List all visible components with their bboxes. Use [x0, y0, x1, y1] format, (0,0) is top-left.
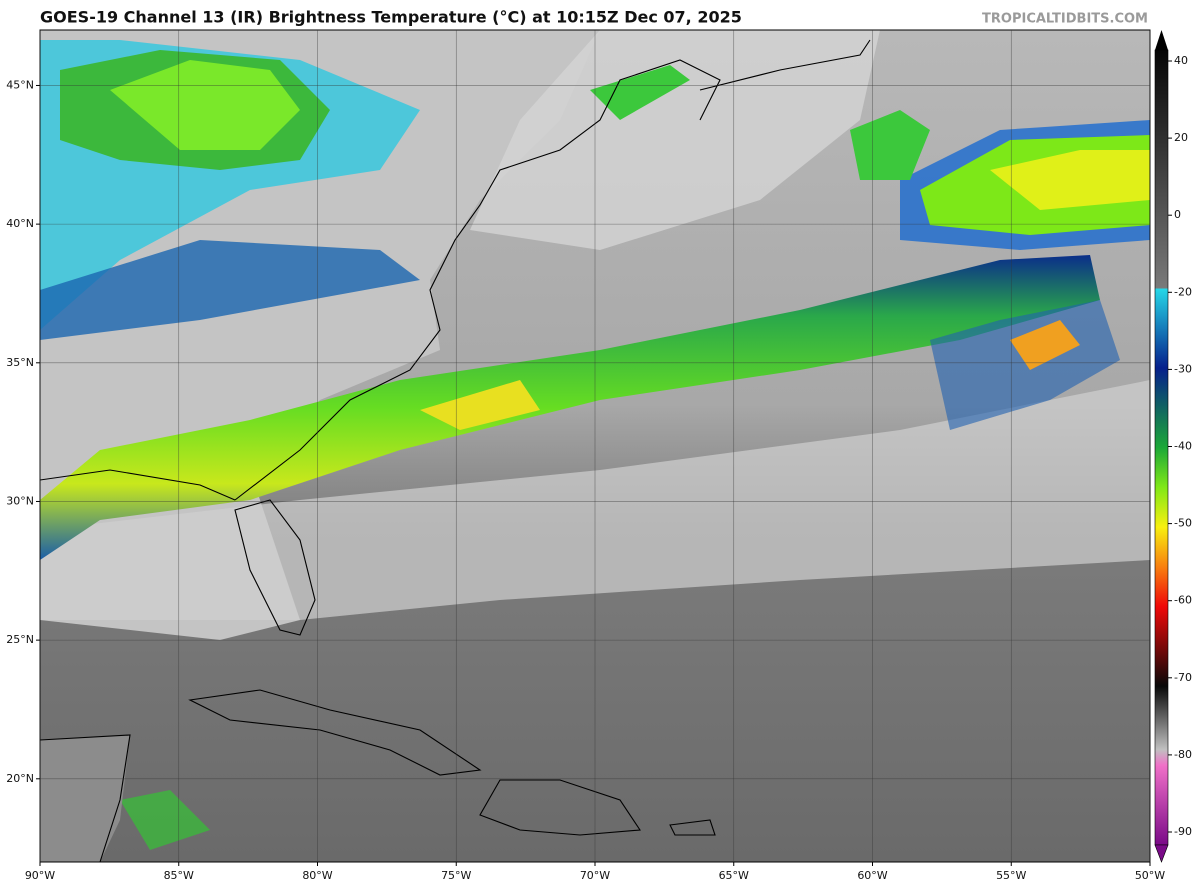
- colorbar-tick-label: -70: [1174, 671, 1192, 684]
- colorbar-tick-label: 40: [1174, 54, 1188, 67]
- colorbar-tick-label: 20: [1174, 131, 1188, 144]
- lon-tick-label: 65°W: [719, 869, 749, 882]
- lat-tick-label: 20°N: [6, 772, 34, 785]
- lon-tick-label: 85°W: [164, 869, 194, 882]
- colorbar-tick-label: 0: [1174, 208, 1181, 221]
- lon-tick-label: 55°W: [996, 869, 1026, 882]
- colorbar-tick-label: -90: [1174, 825, 1192, 838]
- lat-tick-label: 25°N: [6, 633, 34, 646]
- title: GOES-19 Channel 13 (IR) Brightness Tempe…: [40, 8, 742, 27]
- lat-tick-label: 35°N: [6, 356, 34, 369]
- lon-tick-label: 75°W: [441, 869, 471, 882]
- colorbar-tick-label: -30: [1174, 362, 1192, 375]
- colorbar-tick-label: -80: [1174, 748, 1192, 761]
- colorbar-tick-label: -50: [1174, 517, 1192, 530]
- colorbar-tick-label: -60: [1174, 594, 1192, 607]
- lon-tick-label: 90°W: [25, 869, 55, 882]
- lon-tick-label: 60°W: [857, 869, 887, 882]
- lon-tick-label: 70°W: [580, 869, 610, 882]
- colorbar: [1154, 49, 1169, 846]
- colorbar-tick-label: -40: [1174, 440, 1192, 453]
- lat-tick-label: 45°N: [6, 78, 34, 91]
- lat-tick-label: 30°N: [6, 494, 34, 507]
- lat-tick-label: 40°N: [6, 217, 34, 230]
- colorbar-min-arrow: [1154, 844, 1169, 863]
- colorbar-tick-label: -20: [1174, 285, 1192, 298]
- lon-tick-label: 80°W: [302, 869, 332, 882]
- lon-tick-label: 50°W: [1135, 869, 1165, 882]
- colorbar-max-arrow: [1155, 30, 1168, 50]
- source: TROPICALTIDBITS.COM: [982, 12, 1148, 27]
